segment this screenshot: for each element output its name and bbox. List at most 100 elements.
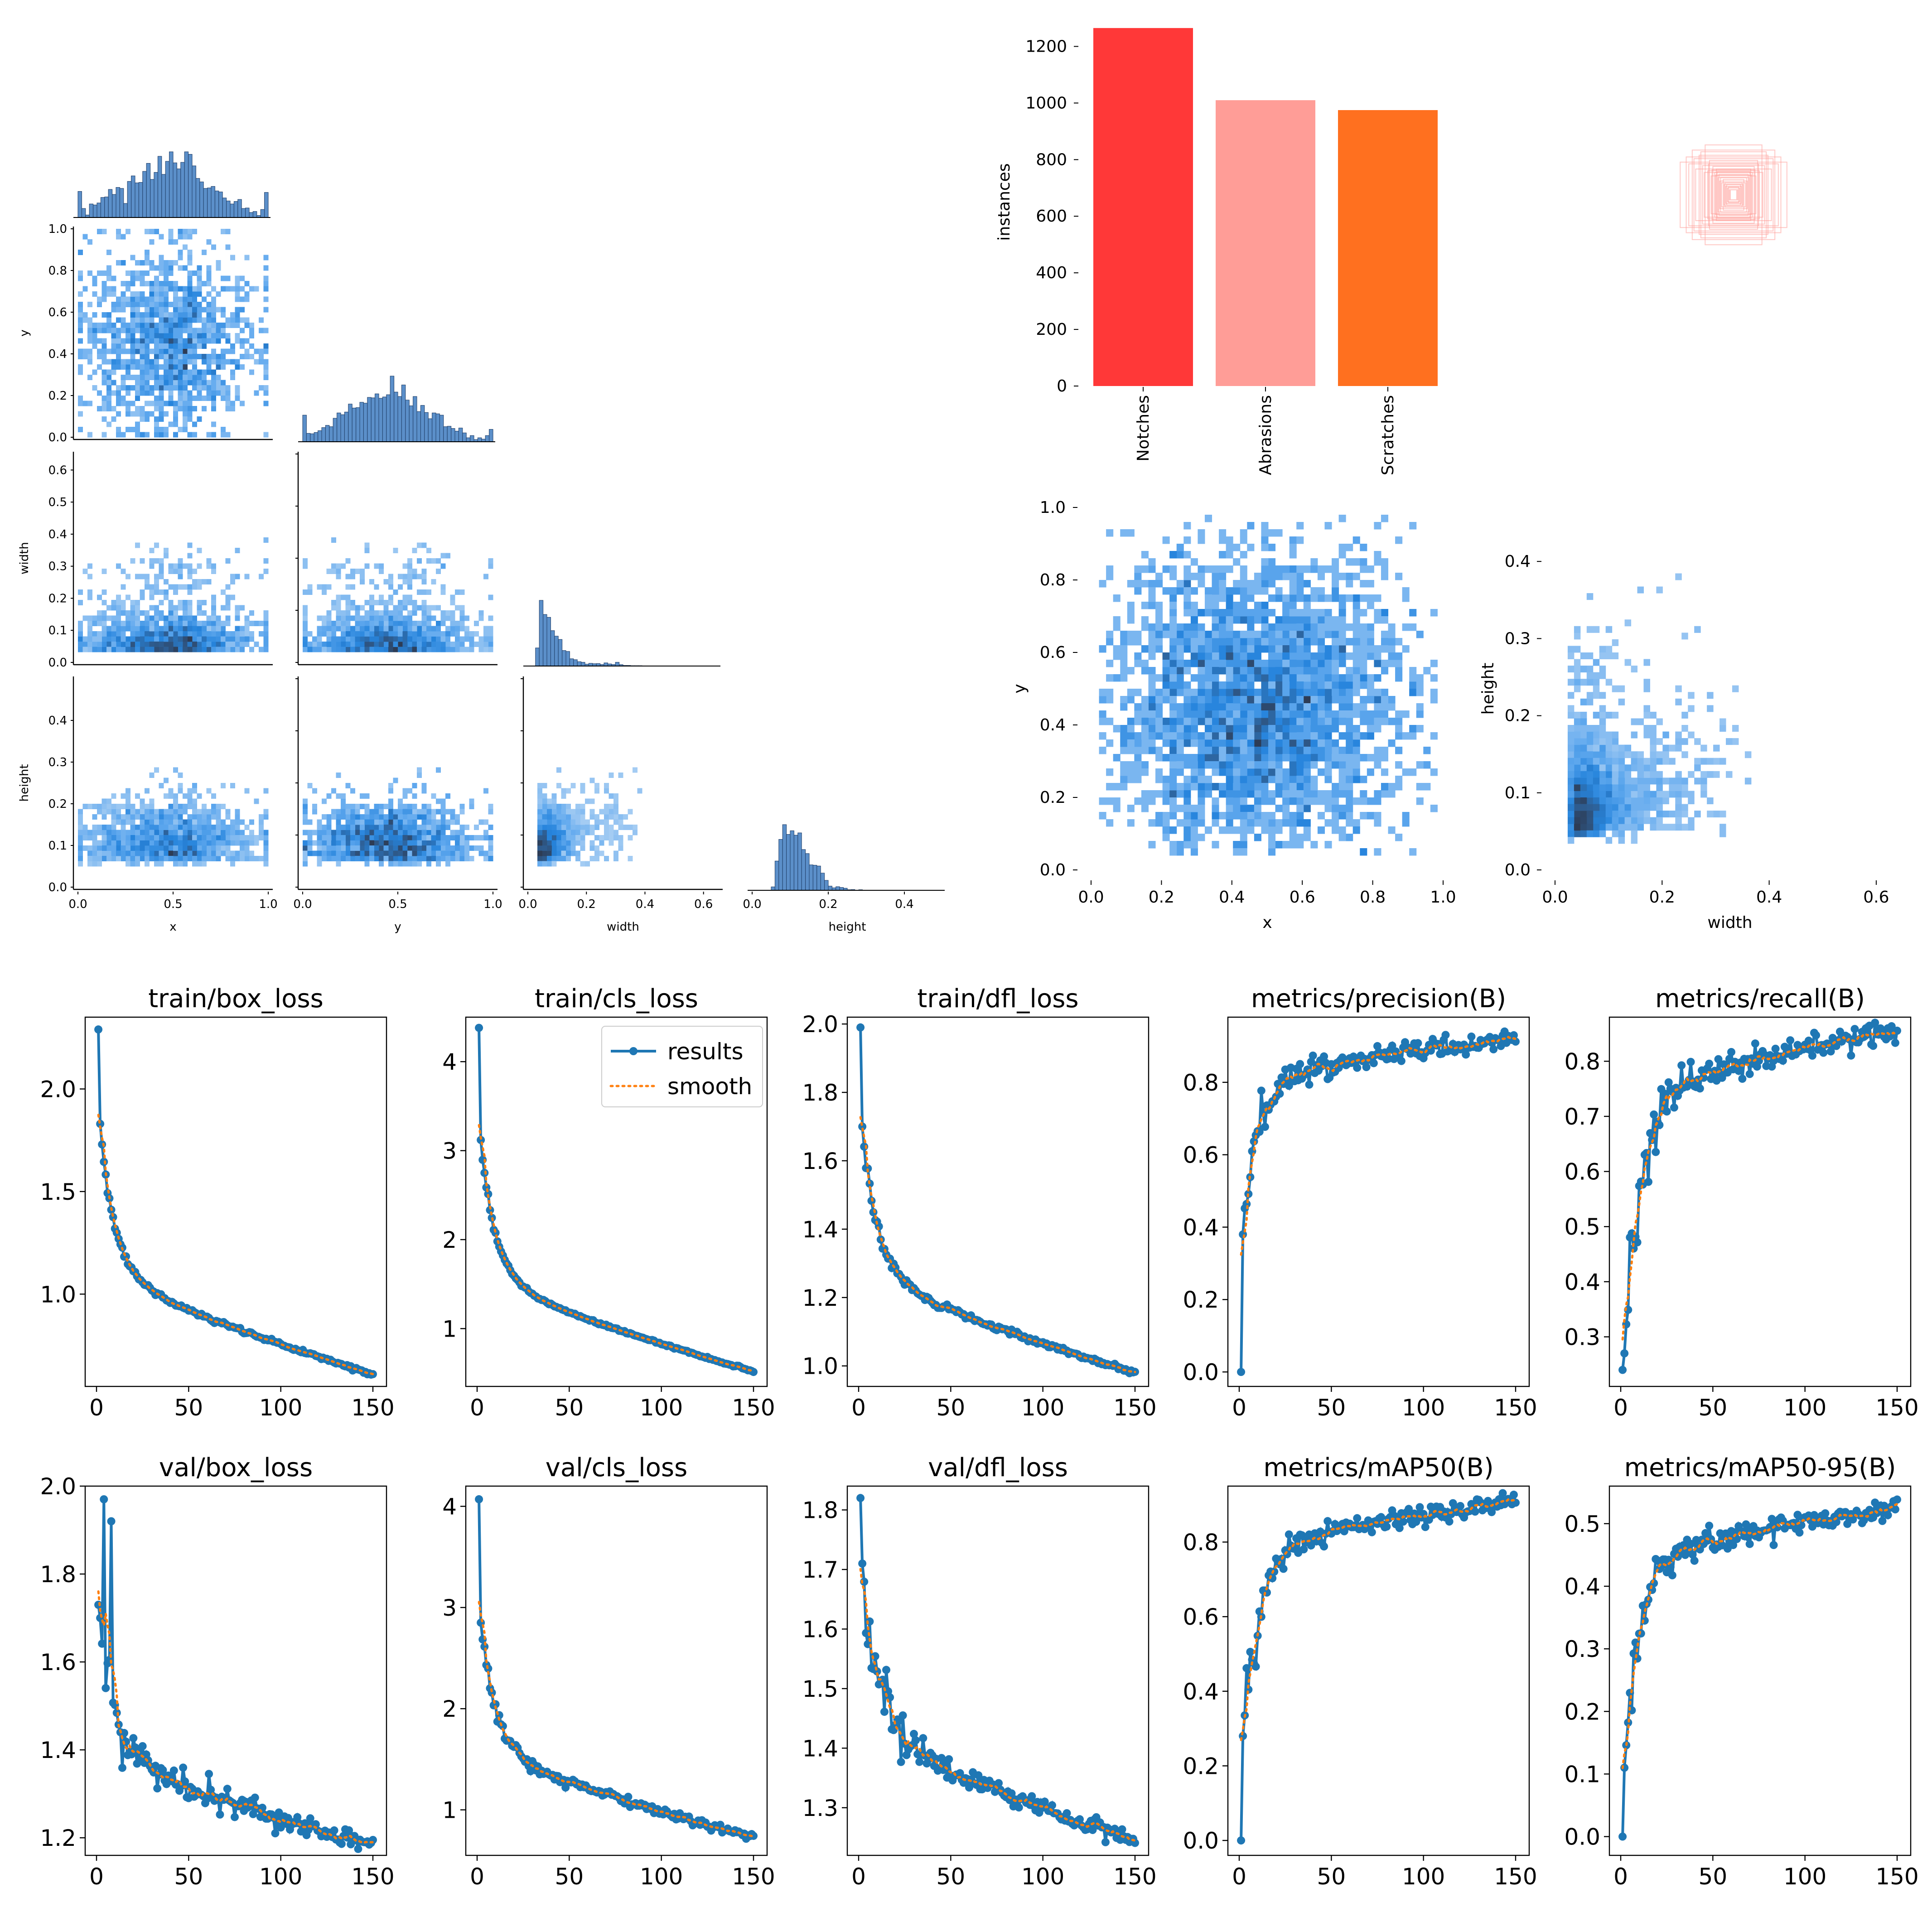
xy-bin: [1176, 841, 1184, 849]
xy-bin: [1338, 783, 1346, 791]
corr-x-width-bin: [135, 615, 140, 621]
corr-x-y-bin: [221, 312, 226, 318]
wh-bin: [1618, 817, 1625, 824]
xy-bin: [1176, 551, 1184, 559]
corr-y-height-bin: [383, 814, 389, 820]
corr-y-height-bin: [322, 814, 327, 820]
corr-y-width-bin: [303, 647, 308, 652]
xy-bin: [1423, 761, 1431, 769]
corr-x-width-bin: [130, 636, 135, 642]
corr-x-height-bin: [82, 845, 88, 851]
results-point: [477, 1136, 485, 1144]
xy-bin: [1324, 790, 1332, 798]
diag-hist-x-bar: [165, 161, 170, 218]
corr-y-width-bin: [474, 631, 479, 637]
wh-bin: [1631, 764, 1638, 772]
corr-y-height-bin: [393, 830, 398, 835]
xy-bin: [1352, 739, 1360, 747]
corr-width-height-bin: [633, 767, 638, 773]
corr-x-y-bin: [178, 396, 183, 401]
corr-y-width-bin: [383, 615, 389, 621]
corr-x-y-bin: [154, 375, 159, 380]
xy-bin: [1240, 718, 1247, 725]
xy-bin: [1282, 660, 1290, 667]
corr-x-width-bin: [101, 610, 107, 616]
xy-bin: [1183, 725, 1191, 733]
corr-y-width-bin: [426, 642, 431, 647]
xy-bin: [1120, 696, 1128, 704]
corr-y-width-bin: [336, 605, 341, 611]
corr-y-width-bin: [341, 631, 346, 637]
xy-bin: [1296, 710, 1304, 718]
corr-x-height-bin: [126, 798, 130, 804]
xy-bin: [1254, 725, 1261, 733]
xy-bin: [1247, 826, 1255, 834]
corr-x-y-bin: [221, 286, 226, 292]
corr-x-height-bin: [183, 825, 188, 830]
xy-bin: [1212, 725, 1219, 733]
corr-y-width-bin: [455, 626, 460, 632]
corr-x-height-bin: [202, 804, 207, 809]
xy-bin: [1240, 841, 1247, 849]
corr-x-width-bin: [192, 631, 197, 637]
corr-x-width-bin: [116, 621, 121, 626]
xy-bin: [1289, 826, 1297, 834]
xy-bin: [1113, 616, 1121, 624]
corr-x-y-bin: [178, 406, 183, 411]
diag-hist-x-bar: [169, 151, 174, 218]
xy-bin: [1338, 812, 1346, 820]
corr-y-width-bin: [426, 610, 431, 616]
corr-y-height-bin: [388, 825, 393, 830]
corr-y-height-bin: [350, 856, 355, 861]
xy-bin: [1360, 812, 1367, 820]
corr-width-height-bin: [575, 825, 580, 830]
xy-bin: [1212, 841, 1219, 849]
corr-x-height-bin: [202, 845, 207, 851]
corr-x-height-bin: [116, 856, 121, 861]
wh-bin: [1675, 791, 1682, 798]
corr-y-width-bin: [360, 574, 365, 579]
xy-bin: [1176, 681, 1184, 689]
corr-x-y-bin: [173, 354, 178, 359]
corr-x-y-bin: [192, 307, 197, 313]
corr-y-height-bin: [379, 850, 384, 856]
corr-x-y-bin: [216, 328, 221, 333]
corr-y-width-bin: [388, 626, 393, 632]
corr-x-y-bin: [145, 302, 150, 307]
corr-x-height-bin: [159, 814, 164, 820]
corr-y-height-bin: [426, 856, 431, 861]
corr-x-width-bin: [145, 574, 150, 579]
xy-bin: [1402, 645, 1410, 653]
corr-x-y-bin: [206, 265, 212, 271]
xy-bin: [1395, 660, 1403, 667]
xy-bin: [1303, 580, 1311, 588]
xy-bin: [1352, 631, 1360, 638]
corr-y-height-bin: [440, 835, 446, 840]
corr-x-width-bin: [159, 631, 164, 637]
results-point: [491, 1228, 500, 1237]
xy-bin: [1176, 580, 1184, 588]
xy-bin: [1367, 754, 1374, 762]
corr-x-y-bin: [178, 328, 183, 333]
corr-x-width-bin: [187, 589, 193, 595]
diag-hist-width-bar: [558, 639, 563, 666]
xy-bin: [1289, 710, 1297, 718]
xy-bin: [1198, 623, 1205, 631]
corr-x-y-bin: [121, 385, 126, 391]
corr-x-width-bin: [154, 626, 159, 632]
xy-bin: [1430, 609, 1438, 617]
xy-bin: [1352, 573, 1360, 580]
corr-y-width-bin: [483, 642, 488, 647]
xy-bin: [1127, 739, 1135, 747]
corr-x-y-bin: [173, 291, 178, 297]
corr-x-width-bin: [149, 594, 155, 600]
corr-x-y-bin: [187, 286, 193, 292]
corr-x-height-bin: [192, 783, 197, 788]
corr-xtick-label: 0.2: [577, 898, 596, 911]
xy-bin: [1352, 623, 1360, 631]
wh-bin: [1688, 817, 1695, 824]
wh-bin: [1593, 751, 1600, 758]
corr-x-height-bin: [97, 809, 102, 815]
wh-bin: [1650, 804, 1657, 811]
